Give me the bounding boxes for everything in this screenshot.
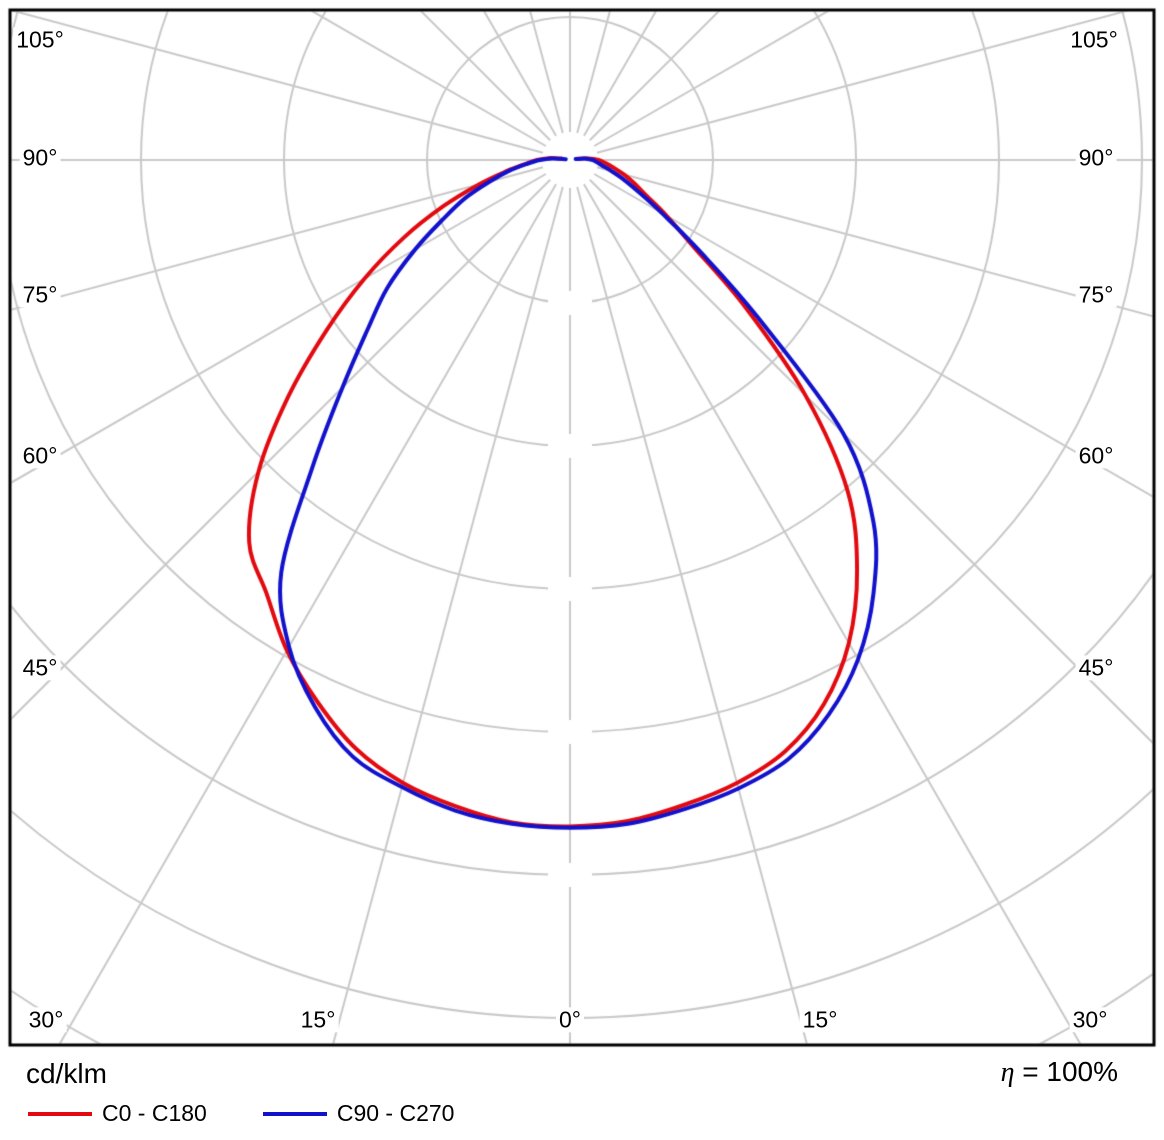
angle-label: 0° bbox=[556, 1007, 584, 1033]
angle-label: 60° bbox=[19, 443, 61, 469]
angle-label: 90° bbox=[1075, 145, 1117, 171]
angle-label: 75° bbox=[1075, 282, 1117, 308]
angle-label: 105° bbox=[13, 27, 67, 53]
eta-value: = 100% bbox=[1014, 1056, 1118, 1087]
angle-label: 15° bbox=[297, 1007, 339, 1033]
angle-label: 30° bbox=[1069, 1007, 1111, 1033]
eta-symbol: η bbox=[1000, 1057, 1015, 1088]
angle-label: 45° bbox=[1075, 655, 1117, 681]
angle-label: 30° bbox=[25, 1007, 67, 1033]
legend-item-c90-c270: C90 - C270 bbox=[262, 1100, 455, 1127]
legend-label-c0-c180: C0 - C180 bbox=[102, 1100, 207, 1126]
c0-c180-line-swatch bbox=[28, 1111, 92, 1116]
efficiency-label: η = 100% bbox=[1001, 1056, 1118, 1089]
angle-label: 15° bbox=[799, 1007, 841, 1033]
legend-item-c0-c180: C0 - C180 bbox=[28, 1100, 207, 1127]
angle-label: 60° bbox=[1075, 443, 1117, 469]
legend-label-c90-c270: C90 - C270 bbox=[336, 1100, 455, 1126]
c90-c270-line-swatch bbox=[262, 1111, 327, 1116]
units-label: cd/klm bbox=[26, 1058, 107, 1089]
angle-label: 75° bbox=[19, 282, 61, 308]
legend: C0 - C180 C90 - C270 bbox=[28, 1100, 454, 1127]
angle-label: 90° bbox=[19, 145, 61, 171]
angle-label: 45° bbox=[19, 655, 61, 681]
angle-label: 105° bbox=[1067, 27, 1121, 53]
